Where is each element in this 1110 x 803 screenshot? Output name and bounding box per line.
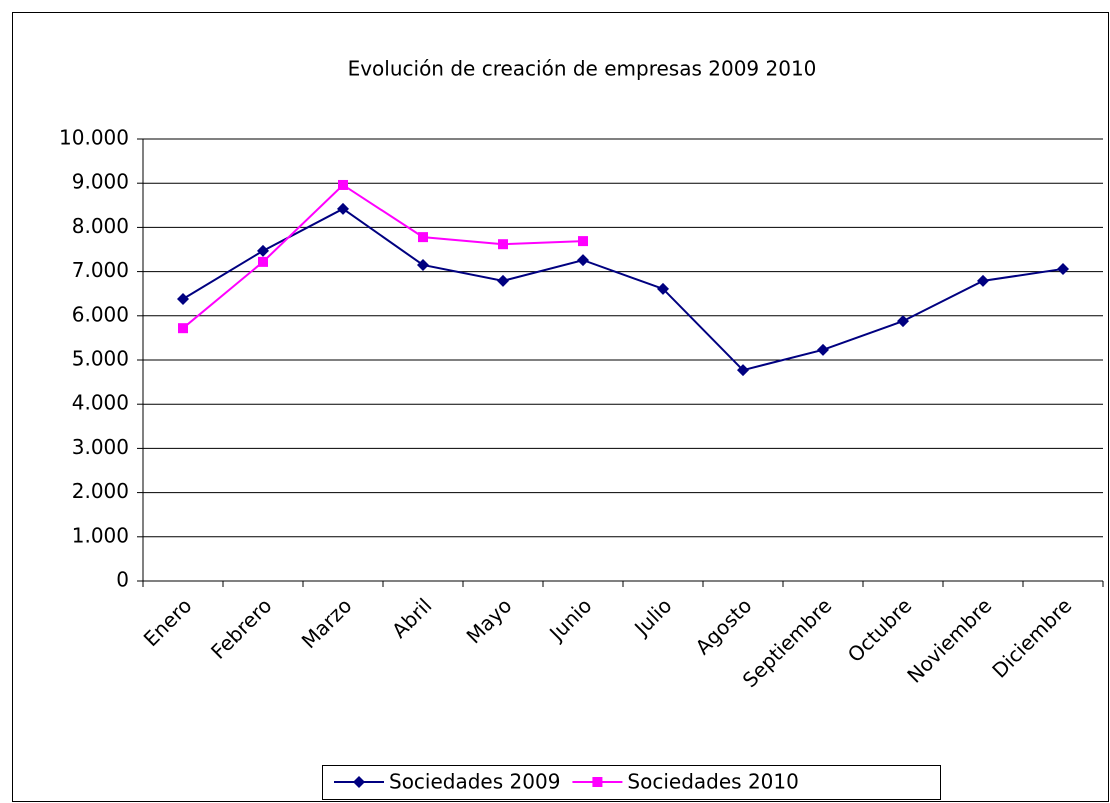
series-line (182, 207, 1064, 372)
marker (577, 254, 589, 267)
marker (737, 364, 749, 377)
marker (1057, 262, 1069, 275)
marker (897, 315, 909, 328)
marker (258, 256, 268, 267)
chart-frame (12, 12, 1109, 802)
chart-title: Evolución de creación de empresas 2009 2… (348, 57, 817, 81)
marker (418, 232, 428, 243)
marker (338, 179, 348, 190)
y-tick-label: 9.000 (72, 170, 129, 194)
marker (498, 239, 508, 250)
marker (353, 776, 365, 788)
marker (657, 282, 669, 295)
y-tick-label: 4.000 (72, 391, 129, 415)
marker (977, 274, 989, 287)
marker (578, 236, 588, 247)
y-tick-label: 0 (116, 568, 129, 592)
y-tick-label: 10.000 (59, 126, 129, 150)
y-tick-label: 5.000 (72, 347, 129, 371)
marker (177, 293, 189, 306)
marker (497, 274, 509, 287)
series-line (182, 183, 584, 329)
y-tick-label: 8.000 (72, 214, 129, 238)
marker (817, 343, 829, 356)
marker (337, 202, 349, 215)
legend-label: Sociedades 2010 (627, 770, 798, 794)
marker (592, 777, 603, 787)
marker (178, 323, 188, 334)
marker (417, 258, 429, 271)
legend-label: Sociedades 2009 (389, 770, 560, 794)
legend-box (322, 765, 941, 800)
marker (257, 244, 269, 257)
y-tick-label: 3.000 (72, 435, 129, 459)
y-tick-label: 1.000 (72, 523, 129, 547)
y-tick-label: 7.000 (72, 258, 129, 282)
y-tick-label: 2.000 (72, 479, 129, 503)
y-tick-label: 6.000 (72, 302, 129, 326)
